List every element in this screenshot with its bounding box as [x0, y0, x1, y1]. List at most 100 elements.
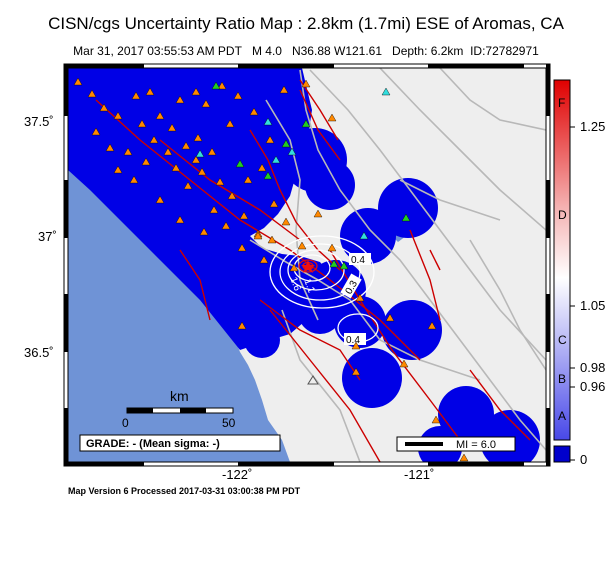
station-orange [137, 119, 147, 128]
station-green [401, 213, 411, 222]
station-orange [385, 313, 395, 322]
station-orange [327, 243, 337, 252]
station-orange [105, 143, 115, 152]
map-version-footer: Map Version 6 Processed 2017-03-31 03:00… [68, 486, 301, 496]
station-orange [175, 95, 185, 104]
station-orange [239, 211, 249, 220]
event-id: ID:72782971 [470, 44, 539, 58]
station-orange [131, 91, 141, 100]
grade-letter-c: C [558, 333, 567, 347]
roads [249, 68, 546, 462]
station-orange [123, 147, 133, 156]
lat-tick-36-5: 36.5˚ [24, 345, 54, 360]
station-orange [73, 77, 83, 86]
epicenter-star [301, 260, 315, 273]
station-green [329, 259, 339, 268]
station-cyan [287, 147, 297, 156]
station-green [263, 171, 273, 180]
station-orange [149, 135, 159, 144]
station-orange [225, 119, 235, 128]
station-orange [175, 215, 185, 224]
station-orange [183, 181, 193, 190]
grade-letter-a: A [558, 409, 567, 423]
contour-label-3: 0.4 [346, 335, 360, 346]
station-orange [91, 127, 101, 136]
grade-letter-b: B [558, 372, 567, 386]
colorbar-value-1-25: 1.25 [580, 119, 606, 134]
station-cyan [359, 231, 369, 240]
station-green [281, 139, 291, 148]
station-orange [215, 177, 225, 186]
station-green [235, 159, 245, 168]
scale-label-0: 0 [122, 416, 129, 430]
station-green [301, 119, 311, 128]
station-orange [427, 321, 437, 330]
station-orange [269, 199, 279, 208]
station-orange [191, 87, 201, 96]
mi-legend-bar [405, 442, 443, 446]
station-orange [197, 167, 207, 176]
event-datetime: Mar 31, 2017 03:55:53 AM PDT [73, 44, 242, 58]
grade-box-text: GRADE: - (Mean sigma: -) [86, 438, 220, 450]
map-frame [63, 63, 551, 467]
station-orange [431, 415, 441, 424]
contour-labels: 0.4 0.3 0.4 1.6 1.1 [287, 253, 371, 346]
station-orange [243, 175, 253, 184]
colorbar [553, 79, 575, 463]
mi-legend-box [396, 436, 516, 452]
lon-tick-121: -121˚ [404, 467, 435, 482]
grade-letter-d: D [558, 208, 567, 222]
station-orange [237, 243, 247, 252]
station-orange [207, 147, 217, 156]
event-location: N36.88 W121.61 [291, 44, 383, 58]
station-orange [171, 163, 181, 172]
station-orange [167, 123, 177, 132]
station-orange [459, 453, 469, 462]
station-orange [113, 165, 123, 174]
station-orange [313, 209, 323, 218]
grade-box [79, 434, 281, 452]
station-orange [209, 205, 219, 214]
station-orange [191, 155, 201, 164]
station-orange [281, 217, 291, 226]
colorbar-value-0-96: 0.96 [580, 379, 606, 394]
station-orange [297, 241, 307, 250]
station-cyan [195, 149, 205, 158]
station-cyan [381, 87, 391, 96]
event-info: Mar 31, 2017 03:55:53 AM PDT M 4.0 N36.8… [0, 44, 612, 58]
station-orange [163, 147, 173, 156]
station-orange [141, 157, 151, 166]
event-magnitude: M 4.0 [251, 44, 282, 58]
station-orange [181, 141, 191, 150]
station-hollow [307, 375, 319, 385]
station-orange [155, 195, 165, 204]
station-orange [249, 107, 259, 116]
contour-label-5: 1.1 [301, 278, 316, 295]
station-orange [145, 87, 155, 96]
station-orange [155, 111, 165, 120]
station-orange [267, 235, 277, 244]
stations-orange [73, 77, 469, 462]
station-orange [265, 135, 275, 144]
station-orange [355, 293, 365, 302]
station-orange [351, 341, 361, 350]
station-orange [259, 255, 269, 264]
station-orange [217, 81, 227, 90]
station-orange [227, 191, 237, 200]
scale-unit: km [170, 388, 189, 404]
station-orange [113, 111, 123, 120]
station-orange [199, 227, 209, 236]
contour-label-4: 1.6 [287, 276, 302, 293]
station-orange [99, 103, 109, 112]
scale-bar: km 0 50 [122, 388, 236, 430]
station-orange [193, 133, 203, 142]
station-orange [351, 367, 361, 376]
station-orange [257, 163, 267, 172]
station-orange [221, 221, 231, 230]
lon-tick-122: -122˚ [222, 467, 253, 482]
station-orange [289, 263, 299, 272]
station-orange [87, 89, 97, 98]
scale-label-50: 50 [222, 416, 236, 430]
station-cyan [263, 117, 273, 126]
